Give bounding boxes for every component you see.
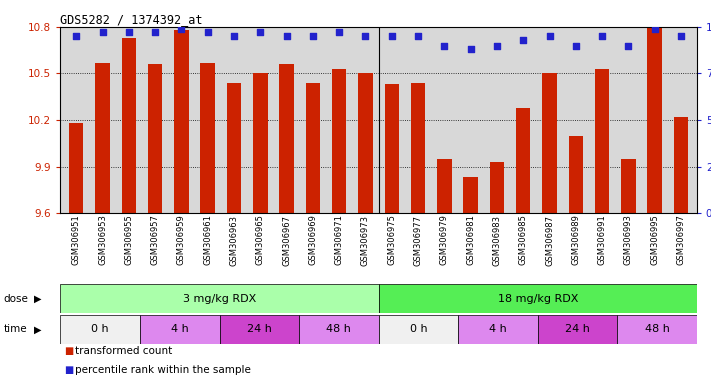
Point (412, 33, 424, 39)
Text: percentile rank within the sample: percentile rank within the sample (75, 365, 250, 375)
Bar (220, 315, 299, 344)
Point (228, 33, 240, 39)
Text: 0 h: 0 h (410, 324, 427, 334)
Bar (379, 284, 697, 313)
Bar (595, 69, 609, 213)
Bar (490, 162, 504, 213)
Bar (306, 83, 320, 213)
Bar (299, 315, 379, 344)
Bar (69, 123, 83, 213)
Point (597, 33, 608, 39)
Point (255, 30, 266, 36)
Bar (60, 284, 379, 313)
Point (202, 30, 213, 36)
Bar (201, 63, 215, 213)
Point (675, 33, 687, 39)
Text: 3 mg/kg RDX: 3 mg/kg RDX (183, 293, 256, 304)
Point (360, 33, 371, 39)
Bar (140, 315, 220, 344)
Point (123, 30, 134, 36)
Text: GDS5282 / 1374392_at: GDS5282 / 1374392_at (60, 13, 203, 26)
Point (439, 43, 450, 49)
Point (97, 30, 108, 36)
Point (570, 43, 582, 49)
Text: 18 mg/kg RDX: 18 mg/kg RDX (498, 293, 578, 304)
Bar (458, 315, 538, 344)
Bar (174, 30, 188, 213)
Point (70, 33, 82, 39)
Bar (60, 315, 140, 344)
Text: 0 h: 0 h (92, 324, 109, 334)
Text: 48 h: 48 h (326, 324, 351, 334)
Text: 4 h: 4 h (489, 324, 507, 334)
Text: 4 h: 4 h (171, 324, 188, 334)
Point (623, 43, 634, 49)
Text: transformed count: transformed count (75, 346, 172, 356)
Bar (674, 117, 688, 213)
Text: ▶: ▶ (34, 293, 42, 304)
Point (544, 33, 555, 39)
Bar (148, 64, 162, 213)
Text: 24 h: 24 h (247, 324, 272, 334)
Text: 24 h: 24 h (565, 324, 590, 334)
Text: ■: ■ (64, 365, 73, 375)
Point (386, 33, 397, 39)
Bar (385, 84, 399, 213)
Point (491, 43, 503, 49)
Point (333, 30, 345, 36)
Bar (538, 315, 617, 344)
Bar (95, 63, 109, 213)
Text: dose: dose (4, 293, 28, 304)
Bar (122, 38, 136, 213)
Bar (617, 315, 697, 344)
Bar (648, 27, 662, 213)
Bar (358, 73, 373, 213)
Bar (569, 136, 583, 213)
Bar (253, 73, 267, 213)
Bar (464, 177, 478, 213)
Bar (542, 73, 557, 213)
Point (307, 33, 319, 39)
Point (465, 46, 476, 52)
Text: ■: ■ (64, 346, 73, 356)
Text: time: time (4, 324, 27, 334)
Bar (621, 159, 636, 213)
Point (518, 37, 529, 43)
Point (149, 30, 161, 36)
Bar (379, 315, 458, 344)
Text: ▶: ▶ (34, 324, 42, 334)
Bar (516, 108, 530, 213)
Bar (227, 83, 241, 213)
Point (649, 26, 661, 32)
Bar (332, 69, 346, 213)
Bar (437, 159, 451, 213)
Point (176, 26, 187, 32)
Text: 48 h: 48 h (645, 324, 670, 334)
Bar (279, 64, 294, 213)
Point (281, 33, 292, 39)
Bar (411, 83, 425, 213)
